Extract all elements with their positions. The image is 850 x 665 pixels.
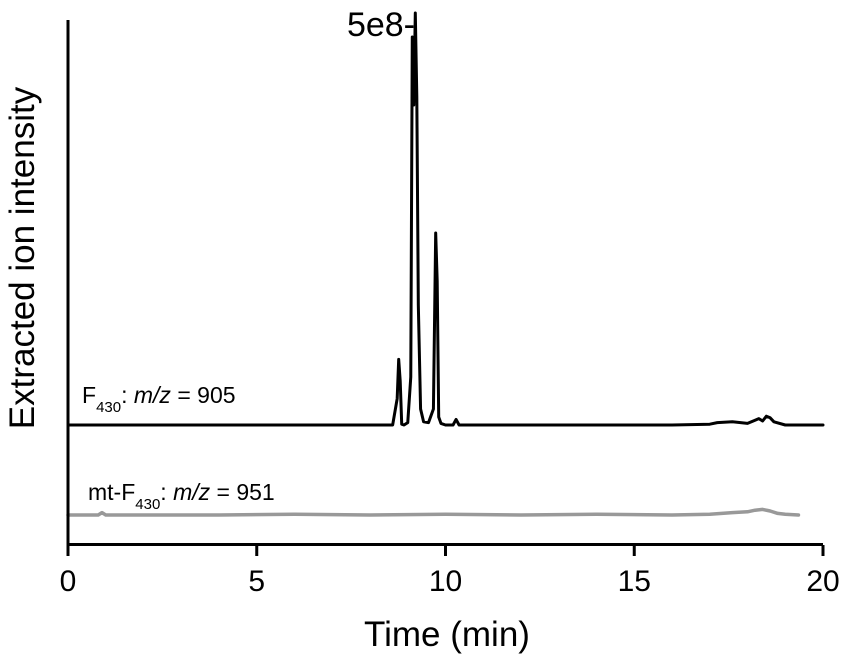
- x-tick-label: 0: [60, 565, 77, 598]
- x-tick-label: 5: [248, 565, 265, 598]
- traces-group: [66, 11, 825, 517]
- series-label-f430: F430: m/z = 905: [82, 382, 236, 416]
- trace-f430: [66, 11, 825, 427]
- series-label-mt-f430: mt-F430: m/z = 951: [88, 479, 275, 513]
- trace-mt-f430: [66, 507, 801, 517]
- x-tick-label: 15: [618, 565, 651, 598]
- x-tick-label: 20: [806, 565, 839, 598]
- x-tick-label: 10: [429, 565, 462, 598]
- series-labels-group: F430: m/z = 905 mt-F430: m/z = 951: [82, 382, 275, 513]
- y-axis-title: Extracted ion intensity: [3, 86, 42, 429]
- scale-label: 5e8-: [347, 6, 415, 44]
- x-ticks-group: 0 5 10 15 20: [60, 545, 840, 598]
- x-axis-title: Time (min): [364, 615, 530, 654]
